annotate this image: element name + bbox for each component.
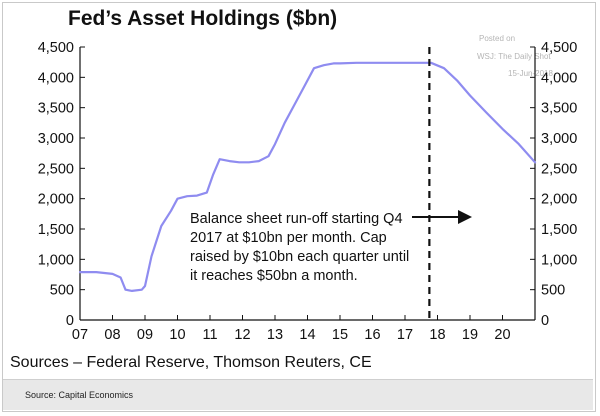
y-tick-label-right: 3,500 [541, 101, 577, 117]
x-tick-label: 18 [429, 327, 445, 343]
chart-frame [2, 2, 596, 412]
watermark-posted: Posted on [479, 34, 516, 43]
watermark-date: 15-Jun-2018 [508, 69, 553, 78]
x-tick-label: 07 [72, 327, 88, 343]
run-off-arrow-head [458, 210, 472, 224]
x-tick-label: 09 [137, 327, 153, 343]
x-tick-label: 19 [462, 327, 478, 343]
y-tick-label-left: 2,000 [38, 192, 74, 208]
y-tick-label-right: 2,000 [541, 192, 577, 208]
y-tick-label-right: 1,500 [541, 222, 577, 238]
chart-marks [78, 47, 537, 320]
x-tick-label: 11 [202, 327, 217, 343]
footer-bar: Source: Capital Economics [3, 379, 593, 410]
y-tick-label-left: 500 [50, 283, 74, 299]
y-tick-label-right: 4,500 [541, 40, 577, 56]
series-line-0 [78, 61, 537, 292]
chart-title: Fed’s Asset Holdings ($bn) [68, 7, 338, 30]
x-tick-label: 13 [267, 327, 283, 343]
x-tick-label: 12 [234, 327, 250, 343]
footer-source: Source: Capital Economics [25, 390, 134, 400]
y-tick-label-right: 0 [541, 313, 549, 329]
x-tick-label: 08 [104, 327, 120, 343]
x-tick-label: 10 [169, 327, 185, 343]
y-tick-label-right: 4,000 [541, 70, 577, 86]
x-tick-label: 14 [299, 327, 315, 343]
y-tick-label-right: 500 [541, 283, 565, 299]
y-tick-label-right: 2,500 [541, 161, 577, 177]
y-tick-label-left: 2,500 [38, 161, 74, 177]
y-tick-label-left: 4,500 [38, 40, 74, 56]
y-tick-label-left: 1,000 [38, 252, 74, 268]
run-off-annotation: Balance sheet run-off starting Q4 2017 a… [190, 211, 410, 284]
y-tick-label-left: 1,500 [38, 222, 74, 238]
watermark-source: WSJ: The Daily Shot [477, 52, 551, 61]
x-tick-label: 16 [364, 327, 380, 343]
y-tick-label-right: 1,000 [541, 252, 577, 268]
sources-note: Sources – Federal Reserve, Thomson Reute… [10, 354, 372, 371]
x-tick-label: 15 [332, 327, 348, 343]
y-tick-label-left: 3,500 [38, 101, 74, 117]
y-tick-label-left: 3,000 [38, 131, 74, 147]
chart-axes: 0 0 500 500 1,000 1,000 1,500 1,500 2,000 2,000 2,… [38, 40, 578, 343]
y-tick-label-left: 0 [66, 313, 74, 329]
x-tick-label: 20 [494, 327, 510, 343]
y-tick-label-right: 3,000 [541, 131, 577, 147]
y-tick-label-left: 4,000 [38, 70, 74, 86]
x-tick-label: 17 [397, 327, 413, 343]
